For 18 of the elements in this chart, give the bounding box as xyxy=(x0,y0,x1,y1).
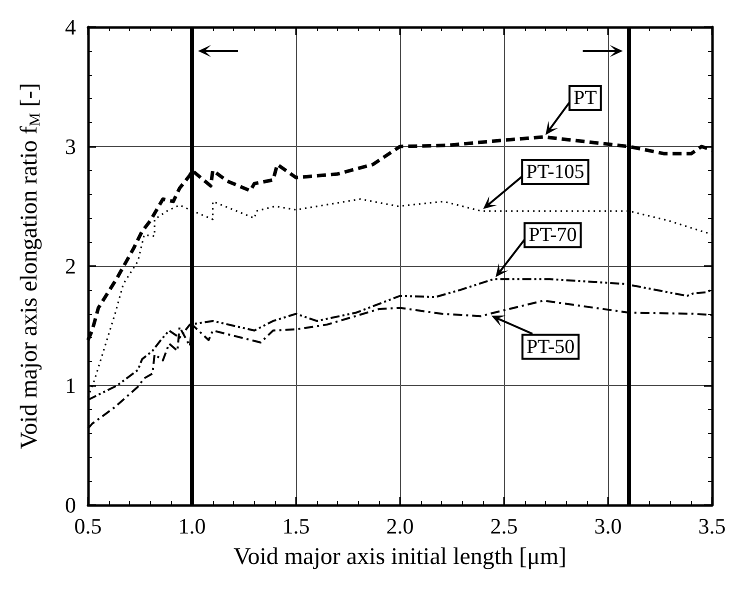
x-tick-label: 1.0 xyxy=(178,514,206,538)
y-axis-title: Void major axis elongation ratio fM [-] xyxy=(16,82,44,450)
x-axis-title: Void major axis initial length [μm] xyxy=(233,544,567,570)
series-label: PT-105 xyxy=(526,161,584,184)
x-tick-label: 2.5 xyxy=(490,514,518,538)
x-tick-label: 1.5 xyxy=(282,514,310,538)
x-tick-label: 3.5 xyxy=(698,514,726,538)
x-tick-label: 3.0 xyxy=(594,514,622,538)
y-tick-label: 4 xyxy=(65,14,76,40)
y-tick-label: 1 xyxy=(65,373,76,398)
legend-label: PT-50 xyxy=(526,336,575,358)
x-tick-label: 0.5 xyxy=(74,514,102,538)
series-label: PT-70 xyxy=(528,224,577,246)
y-tick-label: 3 xyxy=(65,134,76,159)
y-tick-label: 2 xyxy=(65,254,76,278)
x-tick-label: 2.0 xyxy=(386,514,414,538)
y-tick-label: 0 xyxy=(65,492,76,518)
series-label: PT xyxy=(574,86,597,109)
